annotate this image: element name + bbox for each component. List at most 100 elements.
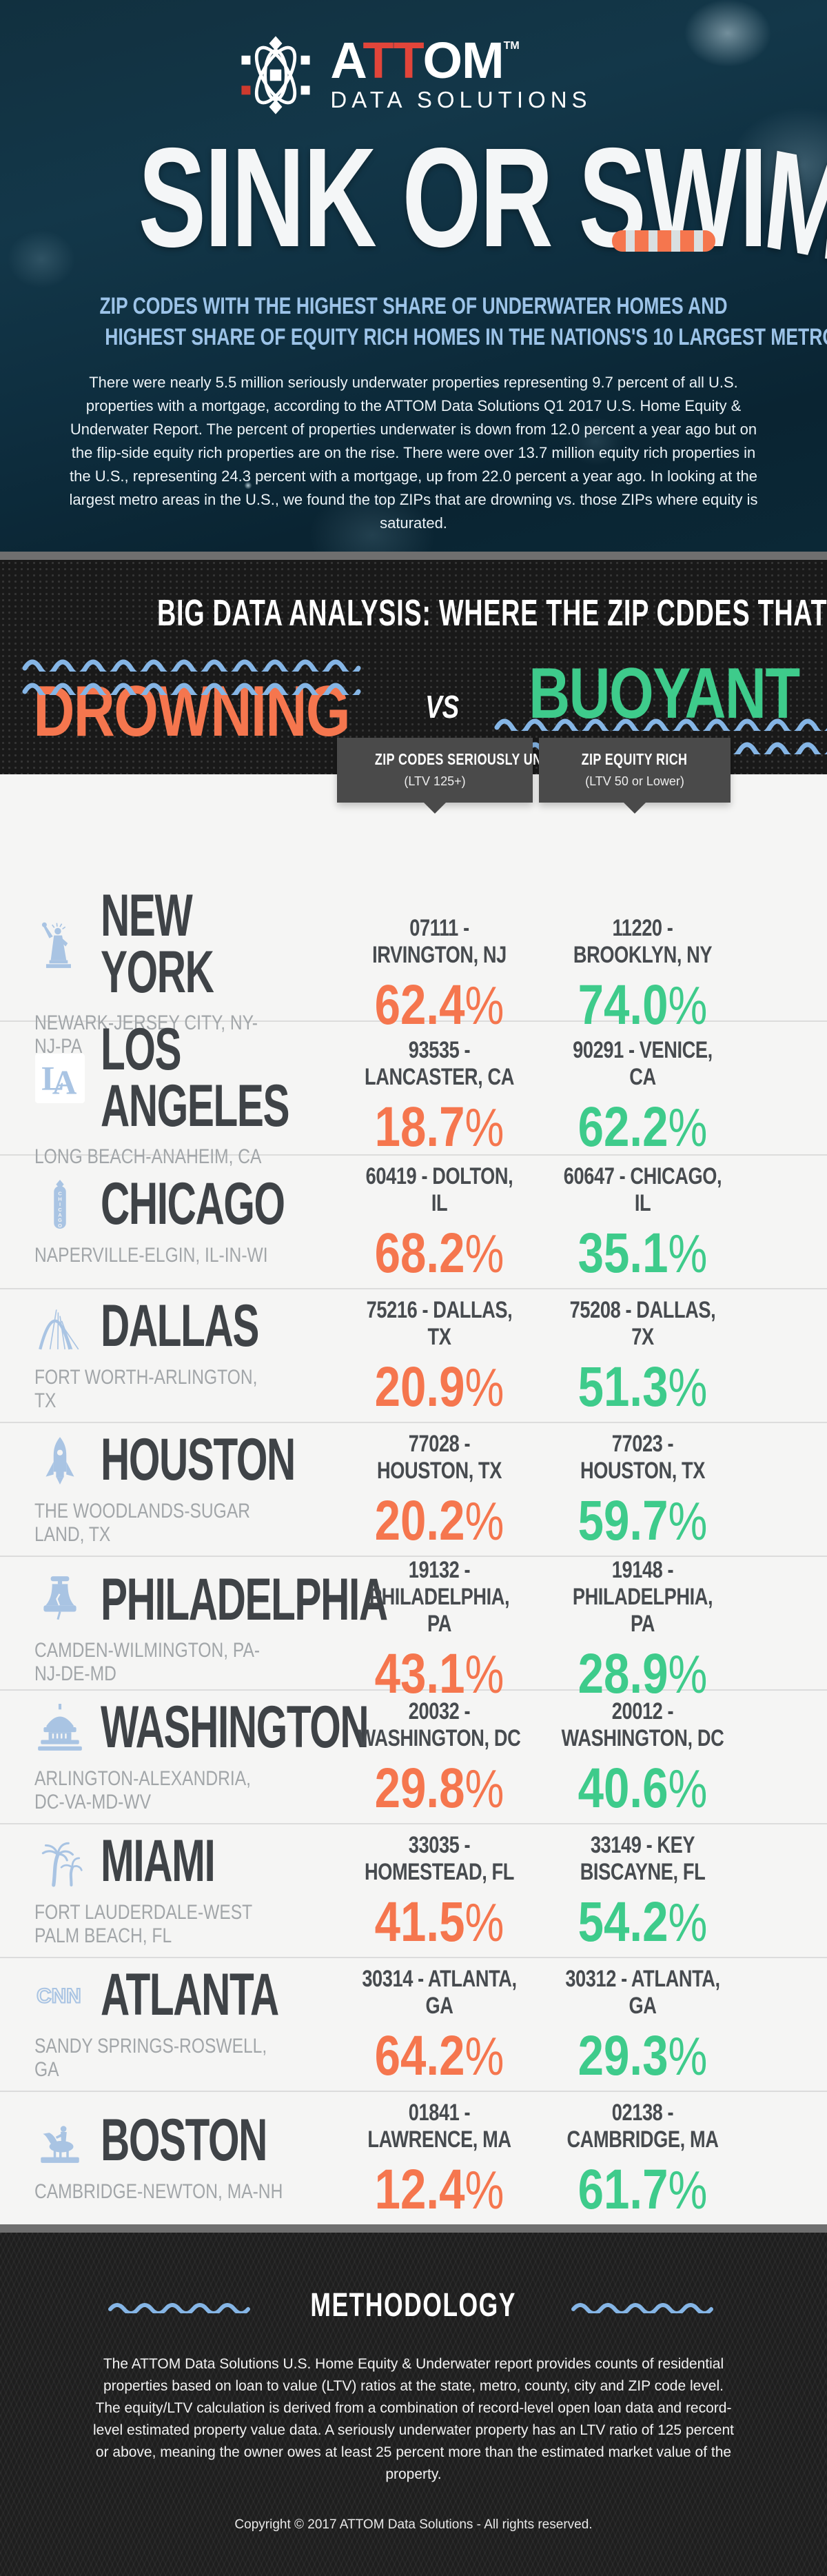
svg-text:CNN: CNN: [37, 1984, 81, 2007]
city-name: CHICAGO: [101, 1171, 285, 1238]
equity-percent: 28.9%: [578, 1642, 708, 1705]
underwater-percent: 64.2%: [374, 2024, 504, 2088]
equity-percent: 29.3%: [578, 2024, 708, 2088]
brand-logo: ATTOMTM DATA SOLUTIONS: [0, 0, 827, 116]
metro-area-label: NEWARK-JERSEY CITY, NY-NJ-PA: [34, 1012, 258, 1058]
svg-text:H: H: [58, 1196, 61, 1202]
page-title: SINK OR SWIM: [139, 119, 827, 292]
metro-row: MIAMI FORT LAUDERDALE-WEST PALM BEACH, F…: [0, 1823, 827, 1957]
brand-name: ATTOMTM: [330, 32, 520, 90]
underwater-percent: 62.4%: [374, 973, 504, 1036]
metro-area-label: THE WOODLANDS-SUGAR LAND, TX: [34, 1499, 250, 1546]
city-column: NEW YORK NEWARK-JERSEY CITY, NY-NJ-PA: [34, 883, 338, 1058]
equity-percent: 51.3%: [578, 1356, 708, 1419]
city-name: NEW YORK: [101, 883, 214, 1005]
underwater-zip-label: 30314 - ATLANTA, GA: [362, 1966, 517, 2020]
equity-zip-label: 90291 - VENICE, CA: [573, 1036, 713, 1090]
wave-icon: [22, 659, 361, 672]
underwater-percent: 12.4%: [374, 2158, 504, 2222]
underwater-zip-label: 01841 - LAWRENCE, MA: [367, 2100, 511, 2153]
divider-strip: [0, 552, 827, 560]
equity-zip-column: 20012 - WASHINGTON, DC 40.6%: [541, 1698, 744, 1820]
metro-row: NEW YORK NEWARK-JERSEY CITY, NY-NJ-PA 07…: [0, 774, 827, 1058]
brand-subtitle: DATA SOLUTIONS: [330, 86, 592, 112]
equity-percent: 35.1%: [578, 1222, 708, 1285]
palm-trees-icon: [34, 1836, 85, 1887]
lifebuoy-stripe-icon: [612, 230, 715, 252]
buoyant-label-block: BUOYANT: [494, 654, 827, 754]
equity-zip-column: 02138 - CAMBRIDGE, MA 61.7%: [541, 2100, 744, 2218]
city-name: DALLAS: [101, 1293, 259, 1360]
city-name: WASHINGTON: [101, 1694, 369, 1761]
hero-section: ATTOMTM DATA SOLUTIONS SINK OR SWIM ZIP …: [0, 0, 827, 552]
metro-row: WASHINGTON ARLINGTON-ALEXANDRIA, DC-VA-M…: [0, 1689, 827, 1823]
wave-icon: [571, 2302, 713, 2313]
brand-wordmark: ATTOMTM DATA SOLUTIONS: [330, 35, 592, 112]
liberty-bell-icon: [34, 1574, 85, 1625]
city-name: MIAMI: [101, 1828, 216, 1895]
equity-zip-label: 11220 - BROOKLYN, NY: [573, 914, 713, 968]
city-name: HOUSTON: [101, 1427, 296, 1493]
city-name: ATLANTA: [101, 1962, 279, 2029]
svg-text:C: C: [58, 1207, 62, 1213]
city-column: WASHINGTON ARLINGTON-ALEXANDRIA, DC-VA-M…: [34, 1698, 369, 1814]
underwater-percent: 20.9%: [374, 1356, 504, 1419]
metro-row: BOSTON CAMBRIDGE-NEWTON, MA-NH 01841 - L…: [0, 2091, 827, 2224]
svg-text:O: O: [58, 1222, 62, 1229]
city-name: BOSTON: [101, 2107, 267, 2174]
metro-area-label: SANDY SPRINGS-ROSWELL, GA: [34, 2034, 267, 2081]
capitol-dome-icon: [34, 1702, 85, 1753]
metro-row: DALLAS FORT WORTH-ARLINGTON, TX 75216 - …: [0, 1288, 827, 1422]
equity-zip-label: 02138 - CAMBRIDGE, MA: [566, 2100, 719, 2153]
svg-text:A: A: [58, 1211, 62, 1218]
divider-strip: [0, 2224, 827, 2233]
svg-text:G: G: [58, 1217, 62, 1223]
cnn-logo-icon: CNN: [34, 1970, 85, 2021]
intro-paragraph: There were nearly 5.5 million seriously …: [69, 373, 758, 532]
vs-label: VS: [425, 689, 459, 725]
svg-text:L: L: [41, 1059, 64, 1097]
metro-area-label: CAMBRIDGE-NEWTON, MA-NH: [34, 2180, 283, 2203]
buoyant-label: BUOYANT: [529, 654, 800, 734]
underwater-zip-column: 93535 - LANCASTER, CA 18.7%: [338, 1037, 541, 1156]
metro-row: PHILADELPHIA CAMDEN-WILMINGTON, PA-NJ-DE…: [0, 1556, 827, 1702]
underwater-zip-label: 60419 - DOLTON, IL: [365, 1163, 513, 1217]
equity-zip-label: 20012 - WASHINGTON, DC: [561, 1698, 724, 1752]
title-block: SINK OR SWIM: [0, 119, 827, 292]
metro-area-label: FORT WORTH-ARLINGTON, TX: [34, 1365, 258, 1412]
underwater-percent: 20.2%: [374, 1489, 504, 1553]
underwater-zip-column: 01841 - LAWRENCE, MA 12.4%: [338, 2100, 541, 2222]
metro-area-label: FORT LAUDERDALE-WEST PALM BEACH, FL: [34, 1900, 252, 1947]
underwater-zip-column: 60419 - DOLTON, IL 68.2%: [338, 1163, 541, 1282]
underwater-zip-column: 33035 - HOMESTEAD, FL 41.5%: [338, 1832, 541, 1951]
city-column: PHILADELPHIA CAMDEN-WILMINGTON, PA-NJ-DE…: [34, 1570, 388, 1687]
drowning-vs-buoyant: DROWNING VS BUOYANT: [0, 652, 827, 754]
equity-zip-label: 77023 - HOUSTON, TX: [580, 1431, 705, 1485]
analysis-panel: BIG DATA ANALYSIS: WHERE THE ZIP CDDES T…: [0, 560, 827, 803]
equity-zip-label: 19148 - PHILADELPHIA, PA: [572, 1557, 713, 1637]
attom-atom-icon: [235, 34, 316, 116]
svg-text:A: A: [52, 1063, 77, 1101]
equity-percent: 74.0%: [578, 973, 708, 1036]
underwater-zip-label: 77028 - HOUSTON, TX: [377, 1431, 502, 1485]
equity-zip-label: 30312 - ATLANTA, GA: [565, 1966, 720, 2020]
metro-area-label: LONG BEACH-ANAHEIM, CA: [34, 1145, 262, 1169]
underwater-zip-column: 07111 - IRVINGTON, NJ 62.4%: [338, 915, 541, 1036]
underwater-zip-label: 75216 - DALLAS, TX: [366, 1297, 513, 1351]
underwater-zip-column: 30314 - ATLANTA, GA 64.2%: [338, 1966, 541, 2088]
equestrian-statue-icon: [34, 2115, 85, 2166]
methodology-text: The ATTOM Data Solutions U.S. Home Equit…: [93, 2356, 734, 2482]
equity-zip-column: 33149 - KEY BISCAYNE, FL 54.2%: [541, 1832, 744, 1951]
equity-zip-column: 19148 - PHILADELPHIA, PA 28.9%: [541, 1557, 744, 1705]
statue-of-liberty-icon: [34, 919, 85, 970]
equity-zip-label: 60647 - CHICAGO, IL: [563, 1163, 722, 1217]
equity-zip-label: 75208 - DALLAS, 7X: [569, 1297, 716, 1351]
equity-percent: 40.6%: [578, 1757, 708, 1820]
equity-percent: 62.2%: [578, 1095, 708, 1158]
metro-table: NEW YORK NEWARK-JERSEY CITY, NY-NJ-PA 07…: [0, 774, 827, 2224]
